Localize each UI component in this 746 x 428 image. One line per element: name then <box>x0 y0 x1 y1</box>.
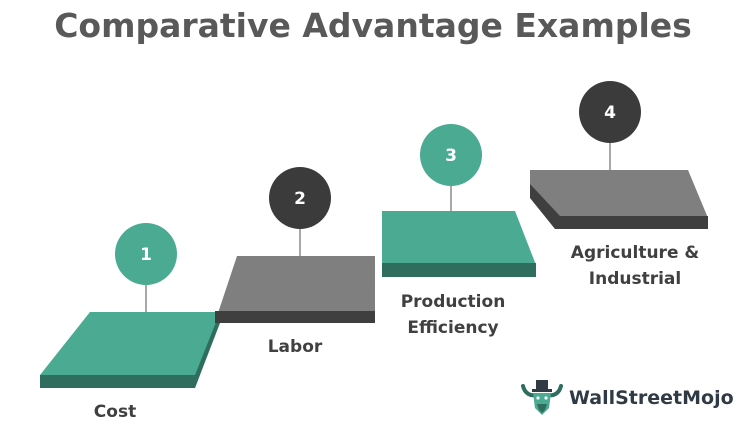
step-2-circle <box>269 167 331 229</box>
step-2-label-line-1: Labor <box>267 337 323 357</box>
step-3-label-line-1: Production <box>400 292 506 312</box>
step-3-circle <box>420 124 482 186</box>
step-4-label-line-1: Agriculture & <box>570 243 700 263</box>
step-1-circle <box>115 223 177 285</box>
step-4-number: 4 <box>604 103 616 123</box>
step-1-label: Cost <box>70 399 160 425</box>
step-4-circle <box>579 81 641 143</box>
brand-logo: WallStreetMojo <box>519 378 739 418</box>
step-2-label: Labor <box>245 334 345 360</box>
step-4-platform <box>530 170 708 229</box>
diagram-title: Comparative Advantage Examples <box>54 6 692 45</box>
step-1-label-line-1: Cost <box>93 402 137 422</box>
step-4-label: Agriculture & Industrial <box>555 240 715 292</box>
step-2-number: 2 <box>294 189 306 209</box>
step-1-platform <box>40 312 220 388</box>
step-3-platform <box>382 211 536 277</box>
step-3-number: 3 <box>445 146 457 166</box>
step-3-label-line-2: Efficiency <box>407 318 499 338</box>
step-3-label: Production Efficiency <box>388 289 518 341</box>
brand-name: WallStreetMojo <box>569 387 734 409</box>
step-1-number: 1 <box>140 245 152 265</box>
step-4-label-line-2: Industrial <box>588 269 682 289</box>
bull-mascot-icon <box>521 380 563 415</box>
step-2-platform <box>215 256 375 323</box>
